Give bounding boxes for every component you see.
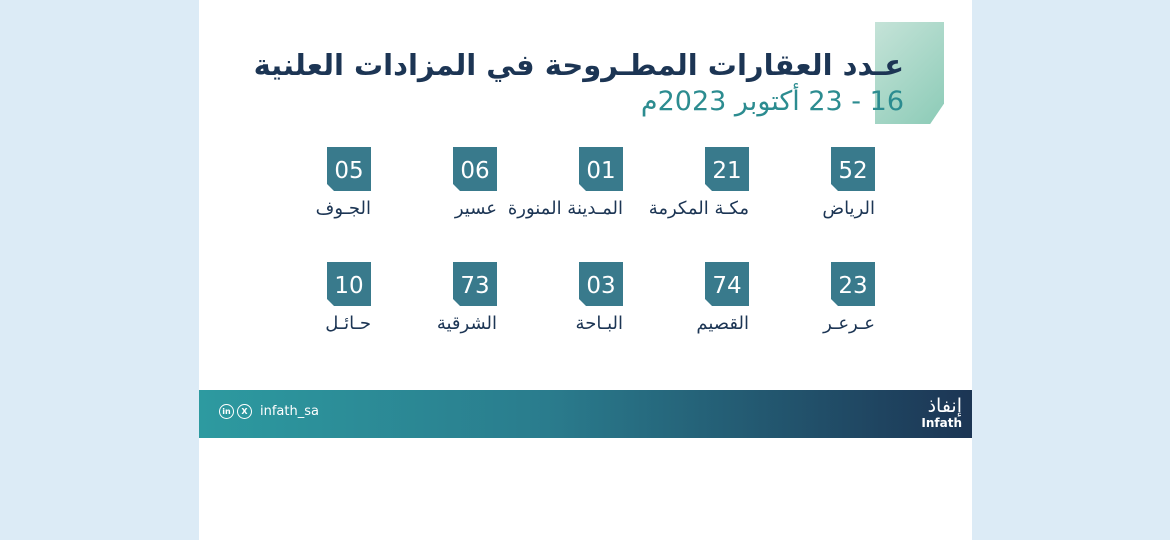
- region-name: الشرقية: [436, 313, 497, 334]
- decorative-corner-shape: [875, 22, 944, 124]
- region-tile-arar: 23 عـرعـر: [735, 262, 875, 372]
- linkedin-icon[interactable]: in: [219, 404, 234, 419]
- region-count: 23: [831, 262, 875, 306]
- region-name: عسير: [454, 198, 497, 219]
- region-tile-madinah: 01 المـدينة المنورة: [483, 147, 623, 257]
- region-name: الجـوف: [315, 198, 371, 219]
- region-tile-eastern: 73 الشرقية: [357, 262, 497, 372]
- region-name: البـاحة: [575, 313, 623, 334]
- x-icon[interactable]: X: [237, 404, 252, 419]
- region-tile-jouf: 05 الجـوف: [231, 147, 371, 257]
- social-links: in X infath_sa: [219, 404, 319, 419]
- region-count: 05: [327, 147, 371, 191]
- infographic-card: عـدد العقارات المطـروحة في المزادات العل…: [199, 0, 972, 540]
- region-count: 10: [327, 262, 371, 306]
- infath-logo: إنفاذ Infath: [921, 396, 962, 430]
- region-name: عـرعـر: [823, 313, 875, 334]
- region-count: 03: [579, 262, 623, 306]
- page-title: عـدد العقارات المطـروحة في المزادات العل…: [253, 48, 904, 82]
- region-tile-makkah: 21 مكـة المكرمة: [609, 147, 749, 257]
- region-tile-qassim: 74 القصيم: [609, 262, 749, 372]
- region-count: 01: [579, 147, 623, 191]
- social-handle[interactable]: infath_sa: [260, 404, 319, 419]
- footer-bar: in X infath_sa إنفاذ Infath: [199, 390, 972, 438]
- region-name: القصيم: [696, 313, 749, 334]
- region-name: المـدينة المنورة: [507, 198, 623, 219]
- region-count: 73: [453, 262, 497, 306]
- region-count: 74: [705, 262, 749, 306]
- region-count: 21: [705, 147, 749, 191]
- region-name: مكـة المكرمة: [648, 198, 749, 219]
- region-name: حـائـل: [325, 313, 371, 334]
- logo-arabic: إنفاذ: [927, 395, 962, 417]
- region-count: 52: [831, 147, 875, 191]
- region-tile-asir: 06 عسير: [357, 147, 497, 257]
- logo-english: Infath: [921, 416, 962, 430]
- date-range: 16 - 23 أكتوبر 2023م: [640, 86, 904, 117]
- region-count: 06: [453, 147, 497, 191]
- region-name: الرياض: [822, 198, 875, 219]
- region-tile-hail: 10 حـائـل: [231, 262, 371, 372]
- region-tile-riyadh: 52 الرياض: [735, 147, 875, 257]
- region-tile-baha: 03 البـاحة: [483, 262, 623, 372]
